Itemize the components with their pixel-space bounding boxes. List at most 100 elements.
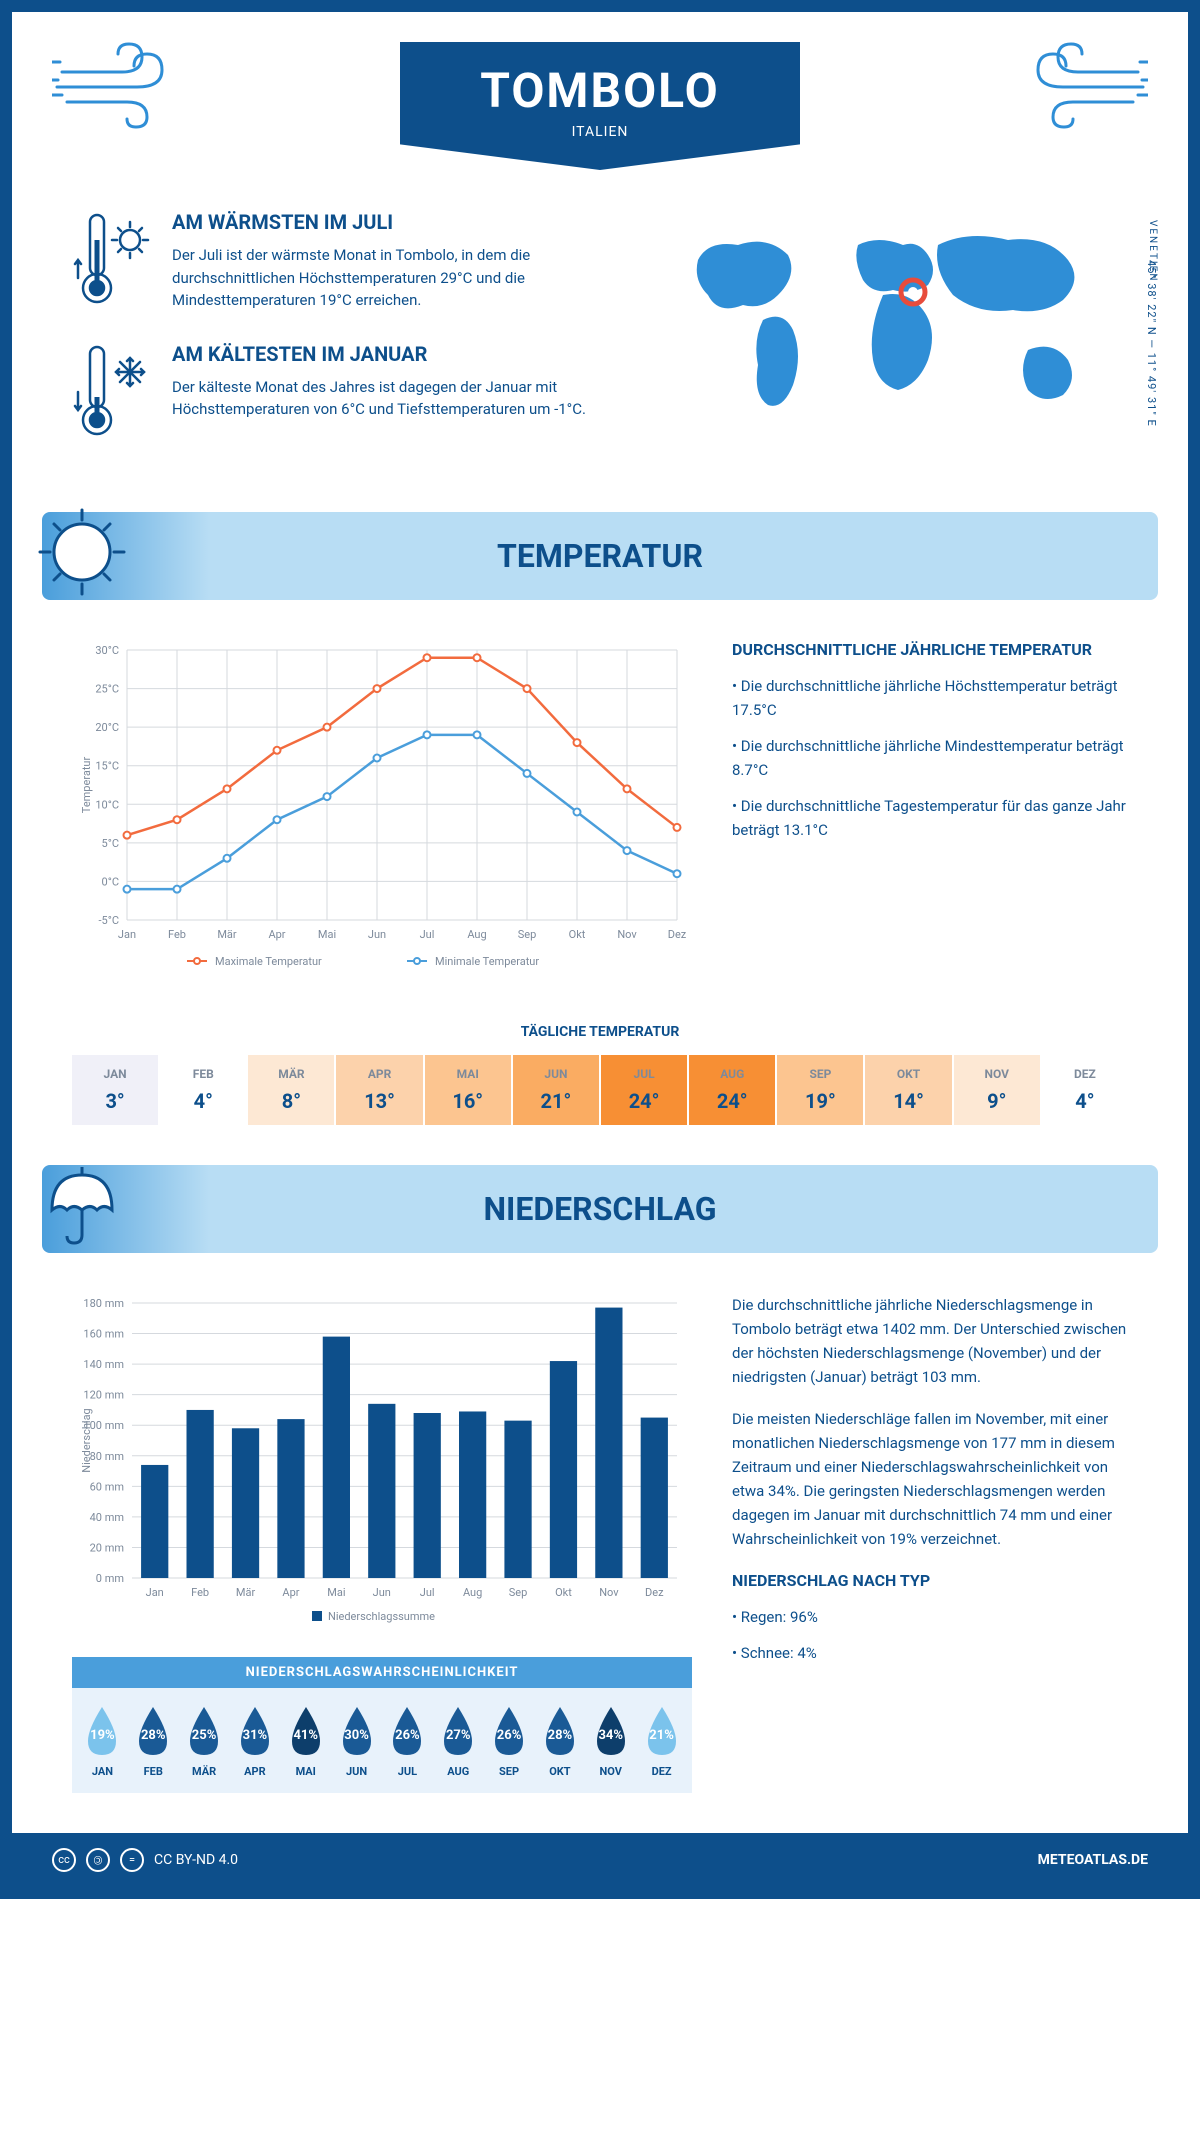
temp-cell: JUL24° bbox=[601, 1055, 687, 1125]
svg-text:180 mm: 180 mm bbox=[83, 1297, 124, 1310]
footer: cc 🄯 = CC BY-ND 4.0 METEOATLAS.DE bbox=[12, 1833, 1188, 1887]
svg-text:30°C: 30°C bbox=[95, 644, 119, 657]
nd-icon: = bbox=[120, 1848, 144, 1872]
svg-text:140 mm: 140 mm bbox=[83, 1358, 124, 1371]
warmest-fact: AM WÄRMSTEN IM JULI Der Juli ist der wär… bbox=[72, 210, 628, 312]
site-label: METEOATLAS.DE bbox=[1038, 1852, 1148, 1868]
page-subtitle: ITALIEN bbox=[440, 124, 760, 140]
precip-paragraph: Die durchschnittliche jährliche Niedersc… bbox=[732, 1293, 1128, 1389]
temp-cell: DEZ4° bbox=[1042, 1055, 1128, 1125]
svg-text:25°C: 25°C bbox=[95, 682, 119, 695]
probability-cell: 19%JAN bbox=[77, 1703, 128, 1778]
probability-section: NIEDERSCHLAGSWAHRSCHEINLICHKEIT 19%JAN28… bbox=[72, 1657, 692, 1793]
svg-text:Aug: Aug bbox=[467, 928, 486, 941]
coldest-title: AM KÄLTESTEN IM JANUAR bbox=[172, 342, 628, 366]
svg-text:Aug: Aug bbox=[463, 1586, 482, 1599]
precip-type-item: • Schnee: 4% bbox=[732, 1641, 1128, 1665]
svg-text:0°C: 0°C bbox=[102, 875, 119, 888]
precipitation-summary: Die durchschnittliche jährliche Niedersc… bbox=[732, 1293, 1128, 1551]
svg-text:Jul: Jul bbox=[420, 928, 435, 941]
svg-text:20°C: 20°C bbox=[95, 721, 119, 734]
svg-text:Mai: Mai bbox=[327, 1586, 345, 1599]
cc-icon: cc bbox=[52, 1848, 76, 1872]
svg-text:Jan: Jan bbox=[118, 928, 136, 941]
precip-type-list: • Regen: 96%• Schnee: 4% bbox=[732, 1605, 1128, 1665]
temp-cell: MAI16° bbox=[425, 1055, 511, 1125]
coordinates-label: 45° 38' 22" N — 11° 49' 31" E bbox=[1145, 260, 1158, 427]
svg-text:15°C: 15°C bbox=[95, 759, 119, 772]
svg-text:40 mm: 40 mm bbox=[90, 1510, 124, 1523]
temperature-title: TEMPERATUR bbox=[82, 537, 1118, 575]
svg-text:Jan: Jan bbox=[146, 1586, 164, 1599]
probability-cell: 28%OKT bbox=[534, 1703, 585, 1778]
probability-cell: 26%JUL bbox=[382, 1703, 433, 1778]
temp-cell: JAN3° bbox=[72, 1055, 158, 1125]
temp-cell: OKT14° bbox=[865, 1055, 951, 1125]
intro-section: AM WÄRMSTEN IM JULI Der Juli ist der wär… bbox=[12, 170, 1188, 512]
temperature-chart-section: -5°C0°C5°C10°C15°C20°C25°C30°CJanFebMärA… bbox=[12, 600, 1188, 1024]
svg-text:Jun: Jun bbox=[368, 928, 386, 941]
temp-cell: APR13° bbox=[336, 1055, 422, 1125]
svg-text:80 mm: 80 mm bbox=[90, 1449, 124, 1462]
svg-text:Sep: Sep bbox=[518, 928, 537, 941]
svg-text:-5°C: -5°C bbox=[99, 914, 120, 927]
svg-text:Mai: Mai bbox=[318, 928, 336, 941]
svg-text:Nov: Nov bbox=[599, 1586, 619, 1599]
svg-text:160 mm: 160 mm bbox=[83, 1327, 124, 1340]
svg-text:Niederschlag: Niederschlag bbox=[80, 1408, 93, 1472]
svg-text:Jun: Jun bbox=[373, 1586, 391, 1599]
probability-title: NIEDERSCHLAGSWAHRSCHEINLICHKEIT bbox=[72, 1657, 692, 1688]
daily-temp-table: TÄGLICHE TEMPERATUR JAN3°FEB4°MÄR8°APR13… bbox=[72, 1024, 1128, 1125]
precip-type-title: NIEDERSCHLAG NACH TYP bbox=[732, 1571, 1128, 1590]
probability-cell: 26%SEP bbox=[484, 1703, 535, 1778]
svg-text:20 mm: 20 mm bbox=[90, 1541, 124, 1554]
precipitation-section-header: NIEDERSCHLAG bbox=[42, 1165, 1158, 1253]
svg-text:Okt: Okt bbox=[555, 1586, 572, 1599]
daily-temp-title: TÄGLICHE TEMPERATUR bbox=[72, 1024, 1128, 1040]
svg-text:Temperatur: Temperatur bbox=[80, 756, 93, 813]
by-icon: 🄯 bbox=[86, 1848, 110, 1872]
wind-icon bbox=[1018, 32, 1148, 136]
svg-text:Dez: Dez bbox=[645, 1586, 664, 1599]
probability-cell: 27%AUG bbox=[433, 1703, 484, 1778]
svg-text:Mär: Mär bbox=[217, 928, 237, 941]
temperature-line-chart: -5°C0°C5°C10°C15°C20°C25°C30°CJanFebMärA… bbox=[72, 640, 692, 980]
temp-cell: JUN21° bbox=[513, 1055, 599, 1125]
temp-cell: NOV9° bbox=[954, 1055, 1040, 1125]
sun-icon bbox=[32, 502, 132, 602]
thermometer-cold-icon bbox=[72, 342, 152, 442]
svg-text:0 mm: 0 mm bbox=[96, 1572, 124, 1585]
page-title: TOMBOLO bbox=[440, 62, 760, 119]
coldest-fact: AM KÄLTESTEN IM JANUAR Der kälteste Mona… bbox=[72, 342, 628, 442]
probability-cell: 30%JUN bbox=[331, 1703, 382, 1778]
svg-text:Apr: Apr bbox=[282, 1586, 299, 1599]
header: TOMBOLO ITALIEN bbox=[12, 12, 1188, 170]
probability-cell: 28%FEB bbox=[128, 1703, 179, 1778]
precipitation-bar-chart: 0 mm20 mm40 mm60 mm80 mm100 mm120 mm140 … bbox=[72, 1293, 692, 1633]
probability-cell: 34%NOV bbox=[585, 1703, 636, 1778]
license-label: CC BY-ND 4.0 bbox=[154, 1852, 238, 1868]
svg-text:Sep: Sep bbox=[509, 1586, 528, 1599]
summary-point: • Die durchschnittliche Tagestemperatur … bbox=[732, 794, 1128, 842]
precipitation-chart-section: 0 mm20 mm40 mm60 mm80 mm100 mm120 mm140 … bbox=[12, 1253, 1188, 1833]
precip-paragraph: Die meisten Niederschläge fallen im Nove… bbox=[732, 1407, 1128, 1551]
probability-cell: 21%DEZ bbox=[636, 1703, 687, 1778]
temp-cell: AUG24° bbox=[689, 1055, 775, 1125]
temperature-section-header: TEMPERATUR bbox=[42, 512, 1158, 600]
coldest-text: Der kälteste Monat des Jahres ist dagege… bbox=[172, 376, 628, 421]
probability-cell: 31%APR bbox=[229, 1703, 280, 1778]
infographic: TOMBOLO ITALIEN AM WÄRMSTEN IM JULI Der … bbox=[12, 12, 1188, 1887]
svg-text:Niederschlagssumme: Niederschlagssumme bbox=[328, 1610, 435, 1623]
probability-cell: 41%MAI bbox=[280, 1703, 331, 1778]
summary-point: • Die durchschnittliche jährliche Mindes… bbox=[732, 734, 1128, 782]
probability-cell: 25%MÄR bbox=[179, 1703, 230, 1778]
svg-text:Dez: Dez bbox=[668, 928, 687, 941]
thermometer-hot-icon bbox=[72, 210, 152, 310]
title-block: TOMBOLO ITALIEN bbox=[400, 42, 800, 170]
svg-text:Okt: Okt bbox=[569, 928, 586, 941]
world-map: VENETIEN 45° 38' 22" N — 11° 49' 31" E bbox=[668, 210, 1128, 472]
svg-text:Nov: Nov bbox=[617, 928, 637, 941]
precipitation-title: NIEDERSCHLAG bbox=[82, 1190, 1118, 1228]
temp-cell: MÄR8° bbox=[248, 1055, 334, 1125]
svg-text:10°C: 10°C bbox=[95, 798, 119, 811]
